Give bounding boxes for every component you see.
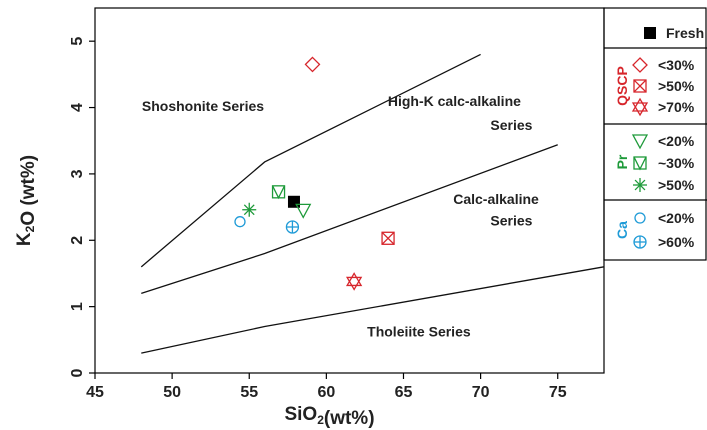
field-label: Series [490,213,532,229]
data-point [242,202,257,217]
x-tick-label: 50 [163,384,181,401]
y-tick-label: 0 [69,368,86,377]
data-point [295,203,312,219]
y-axis-label: K2O (wt%) [14,155,39,246]
legend-marker [631,134,649,150]
data-point [287,195,300,208]
data-point [271,185,286,200]
data-point [285,220,300,234]
legend-label: >50% [658,177,695,193]
x-tick-label: 55 [240,384,258,401]
data-point [304,56,321,73]
x-tick-label: 65 [395,384,413,401]
legend-label: Fresh [666,25,704,41]
legend-group-label: Pr [614,154,630,169]
x-tick-label: 70 [472,384,490,401]
legend-marker [644,27,656,39]
field-label: Shoshonite Series [142,98,264,114]
calc-alkaline-boundary [141,266,605,354]
field-label: High-K calc-alkaline [388,93,521,109]
y-tick-label: 5 [69,37,86,46]
y-tick-label: 1 [69,302,86,311]
legend-marker [633,235,647,249]
data-point [234,216,246,228]
y-tick-label: 2 [69,236,86,245]
legend-frame [603,7,707,261]
x-axis-label: SiO2(wt%) [284,404,374,429]
legend-group-label: Ca [614,221,630,239]
legend-marker [632,57,648,73]
legend-group-label: QSCP [614,66,630,106]
legend-marker [633,178,647,192]
field-label: Calc-alkaline [453,191,539,207]
legend-label: <20% [658,133,695,149]
x-tick-label: 75 [549,384,567,401]
shoshonite-boundary [140,53,481,268]
legend-marker [634,212,646,224]
legend-label: >70% [658,99,695,115]
x-tick-label: 45 [86,384,104,401]
legend-marker [633,156,647,171]
y-tick-label: 3 [69,169,86,178]
legend: Fresh QSCP <30% >50% >70% Pr <20% ~30% >50% Ca <20… [603,7,707,261]
high-k-boundary [141,144,558,294]
legend-label: >50% [658,78,695,94]
legend-label: <20% [658,210,695,226]
field-label: Tholeiite Series [367,324,471,340]
field-label: Series [490,117,532,133]
legend-marker [631,97,649,117]
data-point [381,231,395,245]
legend-label: ~30% [658,155,695,171]
legend-marker [633,79,647,93]
y-tick-label: 4 [69,103,86,112]
legend-label: <30% [658,57,695,73]
x-tick-label: 60 [317,384,335,401]
legend-label: >60% [658,234,695,250]
data-point [345,272,363,291]
